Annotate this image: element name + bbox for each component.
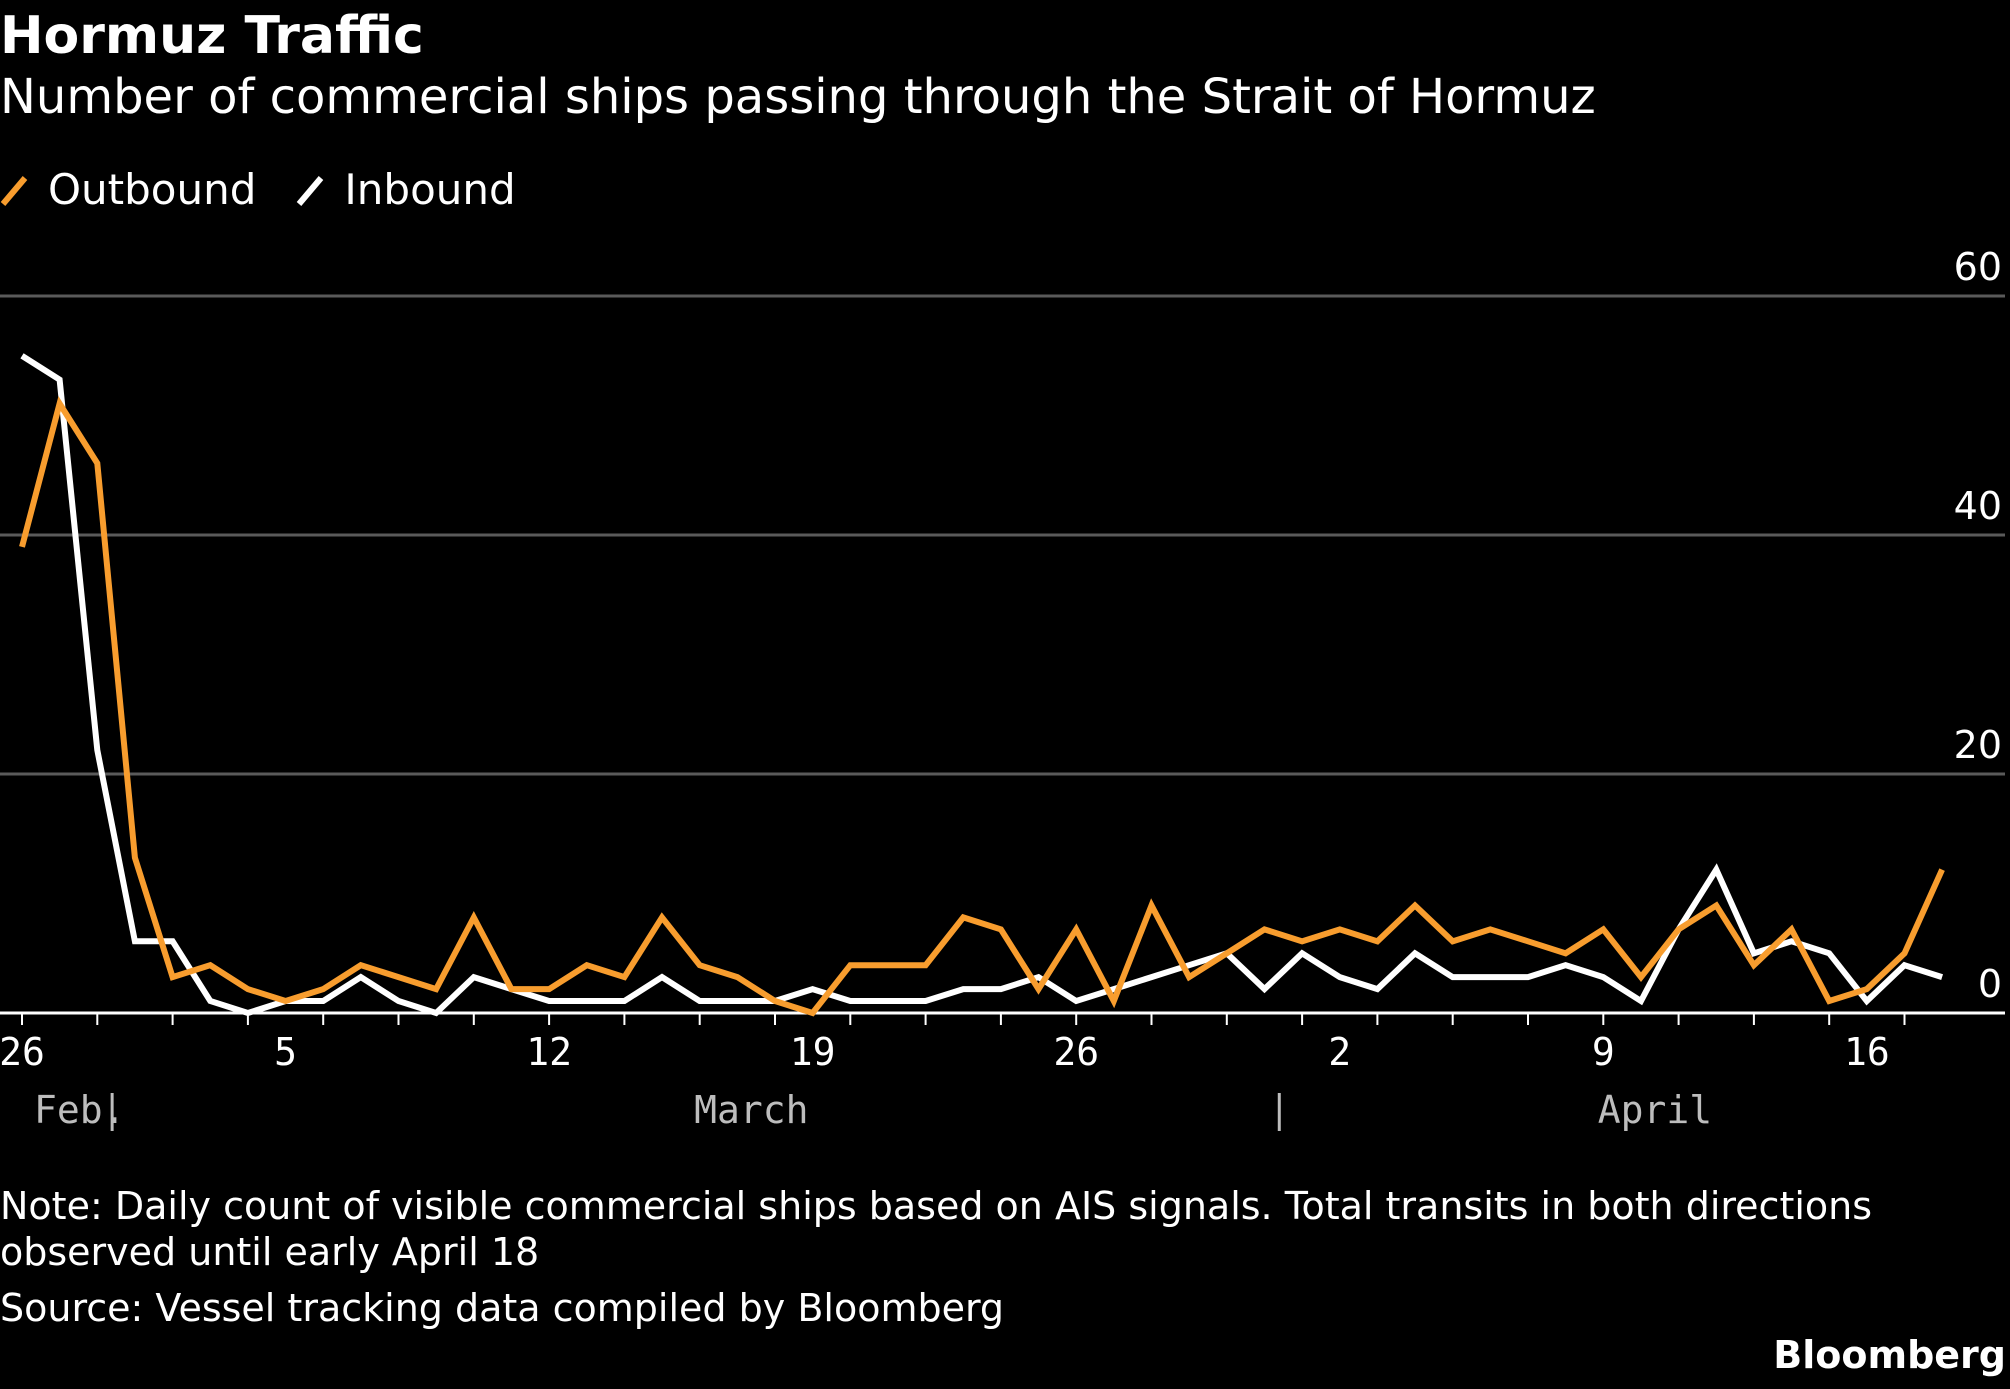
legend-item-inbound: Inbound bbox=[296, 165, 516, 215]
series-line-outbound bbox=[19, 396, 1945, 1017]
x-tick-label: 5 bbox=[274, 1030, 297, 1074]
x-tick-label: 9 bbox=[1592, 1030, 1615, 1074]
series-line-inbound bbox=[20, 353, 1944, 1017]
line-chart: 0 20 40 60 26 5 12 19 26 2 9 16 Feb. March April bbox=[0, 245, 2005, 1132]
month-label: Feb. bbox=[34, 1088, 126, 1132]
legend-label-inbound: Inbound bbox=[344, 165, 516, 214]
y-tick-label-40: 40 bbox=[1954, 484, 2002, 528]
y-tick-label-20: 20 bbox=[1954, 723, 2002, 767]
legend: Outbound Inbound bbox=[0, 160, 556, 220]
x-tick-label: 16 bbox=[1844, 1030, 1890, 1074]
legend-label-outbound: Outbound bbox=[48, 165, 257, 214]
chart-subtitle: Number of commercial ships passing throu… bbox=[0, 69, 1596, 125]
legend-item-outbound: Outbound bbox=[0, 165, 256, 215]
month-label: April bbox=[1598, 1088, 1712, 1132]
x-tick-label: 12 bbox=[526, 1030, 572, 1074]
y-tick-label-60: 60 bbox=[1954, 245, 2002, 289]
x-tick-label: 19 bbox=[790, 1030, 836, 1074]
chart-source: Source: Vessel tracking data compiled by… bbox=[0, 1286, 1005, 1330]
month-label: March bbox=[694, 1088, 808, 1132]
y-tick-label-0: 0 bbox=[1978, 962, 2002, 1006]
x-tick-label: 26 bbox=[0, 1030, 45, 1074]
chart-title: Hormuz Traffic bbox=[0, 6, 424, 66]
legend-swatch-outbound bbox=[0, 176, 28, 206]
x-tick-label: 2 bbox=[1328, 1030, 1351, 1074]
brand-logo: Bloomberg bbox=[1773, 1333, 2006, 1377]
legend-swatch-inbound bbox=[297, 176, 324, 206]
chart-note: Note: Daily count of visible commercial … bbox=[0, 1184, 1873, 1274]
x-tick-label: 26 bbox=[1053, 1030, 1099, 1074]
